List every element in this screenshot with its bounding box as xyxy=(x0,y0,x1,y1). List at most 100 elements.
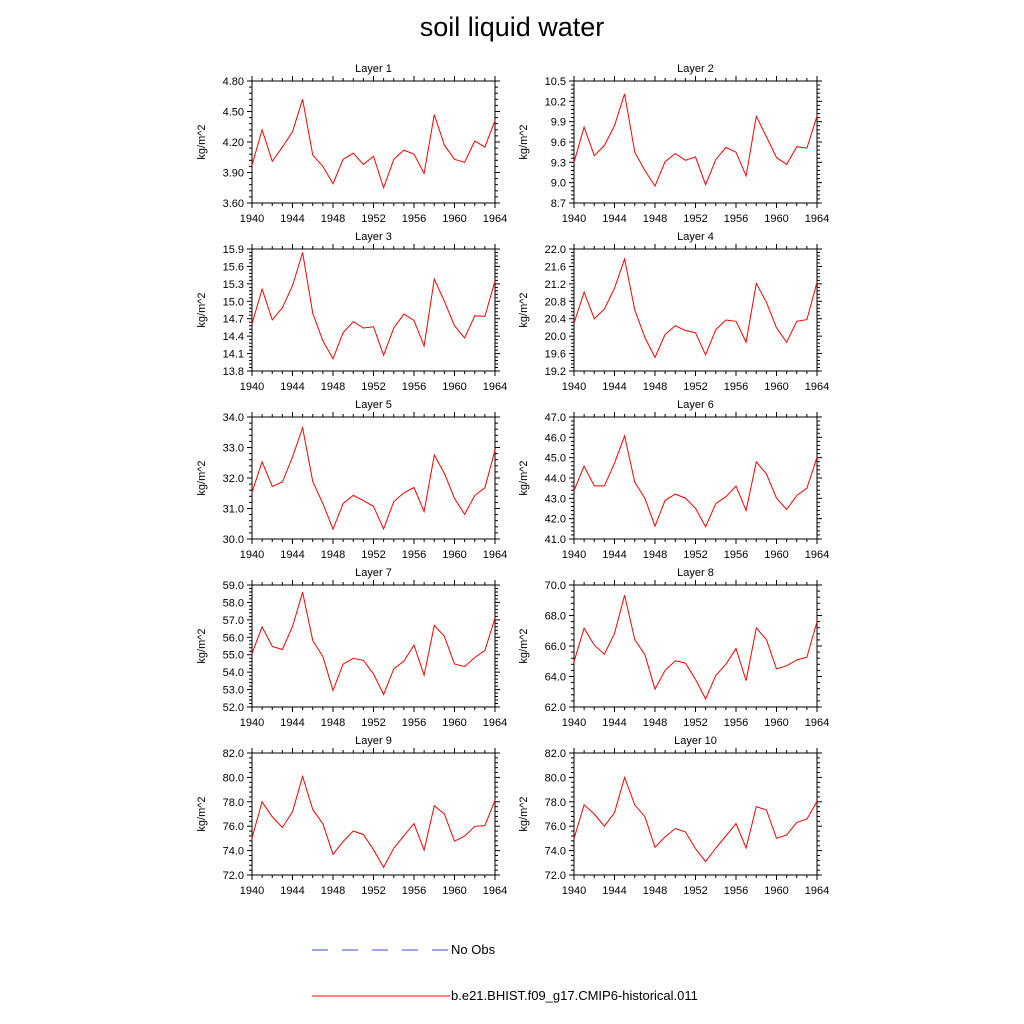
x-tick-label: 1960 xyxy=(764,717,788,729)
y-tick-label: 32.0 xyxy=(223,473,244,485)
y-tick-label: 76.0 xyxy=(223,821,244,833)
x-tick-label: 1948 xyxy=(643,213,667,225)
y-tick-label: 9.6 xyxy=(551,137,566,149)
subplot-title: Layer 1 xyxy=(355,63,392,75)
page-title: soil liquid water xyxy=(419,12,605,42)
x-tick-label: 1940 xyxy=(562,717,586,729)
y-tick-label: 15.9 xyxy=(223,244,244,256)
plot-frame xyxy=(251,248,496,372)
x-tick-label: 1940 xyxy=(240,381,264,393)
x-tick-label: 1940 xyxy=(562,549,586,561)
x-tick-label: 1956 xyxy=(724,213,748,225)
y-tick-label: 80.0 xyxy=(223,772,244,784)
y-tick-label: 42.0 xyxy=(545,514,566,526)
x-tick-label: 1956 xyxy=(402,213,426,225)
x-tick-label: 1940 xyxy=(240,717,264,729)
y-tick-label: 34.0 xyxy=(223,412,244,424)
subplot-title: Layer 2 xyxy=(677,63,714,75)
series-line xyxy=(251,99,496,190)
y-tick-label: 15.6 xyxy=(223,261,244,273)
x-tick-label: 1944 xyxy=(280,717,304,729)
y-tick-label: 45.0 xyxy=(545,453,566,465)
y-tick-label: 74.0 xyxy=(545,846,566,858)
x-tick-label: 1944 xyxy=(602,885,626,897)
x-tick-label: 1960 xyxy=(442,381,466,393)
series-line xyxy=(573,775,818,863)
y-tick-label: 19.6 xyxy=(545,349,566,361)
series-line xyxy=(251,252,496,360)
series-line xyxy=(573,595,818,701)
y-axis-label: kg/m^2 xyxy=(518,460,530,495)
y-tick-label: 9.9 xyxy=(551,117,566,129)
y-tick-label: 46.0 xyxy=(545,432,566,444)
y-tick-label: 9.3 xyxy=(551,157,566,169)
subplot-title: Layer 4 xyxy=(677,231,714,243)
y-tick-label: 70.0 xyxy=(545,580,566,592)
y-axis-label: kg/m^2 xyxy=(196,460,208,495)
subplot-title: Layer 3 xyxy=(355,231,392,243)
y-tick-label: 20.4 xyxy=(545,314,566,326)
legend-model-swatch xyxy=(312,995,450,997)
plot-frame xyxy=(251,80,496,204)
y-axis-label: kg/m^2 xyxy=(518,124,530,159)
y-tick-label: 4.80 xyxy=(223,76,244,88)
legend-model-label: b.e21.BHIST.f09_g17.CMIP6-historical.011 xyxy=(451,988,698,1003)
y-tick-label: 30.0 xyxy=(223,534,244,546)
y-tick-label: 76.0 xyxy=(545,821,566,833)
x-tick-label: 1944 xyxy=(602,717,626,729)
subplot-title: Layer 5 xyxy=(355,399,392,411)
y-tick-label: 64.0 xyxy=(545,672,566,684)
x-tick-label: 1944 xyxy=(280,549,304,561)
x-tick-label: 1940 xyxy=(562,213,586,225)
y-axis-label: kg/m^2 xyxy=(196,124,208,159)
y-axis-label: kg/m^2 xyxy=(196,292,208,327)
y-tick-label: 47.0 xyxy=(545,412,566,424)
y-axis-label: kg/m^2 xyxy=(518,292,530,327)
plot-frame xyxy=(251,584,496,708)
subplot-title: Layer 8 xyxy=(677,567,714,579)
series-line xyxy=(573,257,818,359)
series-line xyxy=(251,592,496,696)
y-tick-label: 80.0 xyxy=(545,772,566,784)
y-axis-label: kg/m^2 xyxy=(518,628,530,663)
x-tick-label: 1960 xyxy=(764,885,788,897)
x-tick-label: 1948 xyxy=(643,717,667,729)
y-tick-label: 10.2 xyxy=(545,96,566,108)
y-tick-label: 9.0 xyxy=(551,178,566,190)
legend-obs-label: No Obs xyxy=(451,942,496,957)
y-tick-label: 20.0 xyxy=(545,331,566,343)
y-tick-label: 31.0 xyxy=(223,504,244,516)
x-tick-label: 1948 xyxy=(321,717,345,729)
y-tick-label: 3.60 xyxy=(223,198,244,210)
y-tick-label: 33.0 xyxy=(223,443,244,455)
x-tick-label: 1952 xyxy=(683,549,707,561)
y-tick-label: 10.5 xyxy=(545,76,566,88)
y-tick-label: 15.3 xyxy=(223,279,244,291)
plot-frame xyxy=(573,584,818,708)
y-tick-label: 82.0 xyxy=(223,748,244,760)
y-tick-label: 59.0 xyxy=(223,580,244,592)
y-tick-label: 4.20 xyxy=(223,137,244,149)
subplot-title: Layer 7 xyxy=(355,567,392,579)
x-tick-label: 1940 xyxy=(562,885,586,897)
x-tick-label: 1940 xyxy=(240,885,264,897)
x-tick-label: 1964 xyxy=(805,213,829,225)
x-tick-label: 1960 xyxy=(764,213,788,225)
x-tick-label: 1948 xyxy=(643,381,667,393)
x-tick-label: 1964 xyxy=(483,213,507,225)
plot-frame xyxy=(573,80,818,204)
x-tick-label: 1960 xyxy=(442,717,466,729)
y-tick-label: 68.0 xyxy=(545,611,566,623)
x-tick-label: 1948 xyxy=(643,549,667,561)
series-line xyxy=(573,434,818,528)
x-tick-label: 1944 xyxy=(602,213,626,225)
y-tick-label: 54.0 xyxy=(223,667,244,679)
y-tick-label: 21.6 xyxy=(545,261,566,273)
y-tick-label: 78.0 xyxy=(545,797,566,809)
x-tick-label: 1960 xyxy=(442,213,466,225)
series-line xyxy=(251,425,496,531)
y-tick-label: 52.0 xyxy=(223,702,244,714)
y-tick-label: 19.2 xyxy=(545,366,566,378)
x-tick-label: 1964 xyxy=(483,885,507,897)
x-tick-label: 1964 xyxy=(805,717,829,729)
